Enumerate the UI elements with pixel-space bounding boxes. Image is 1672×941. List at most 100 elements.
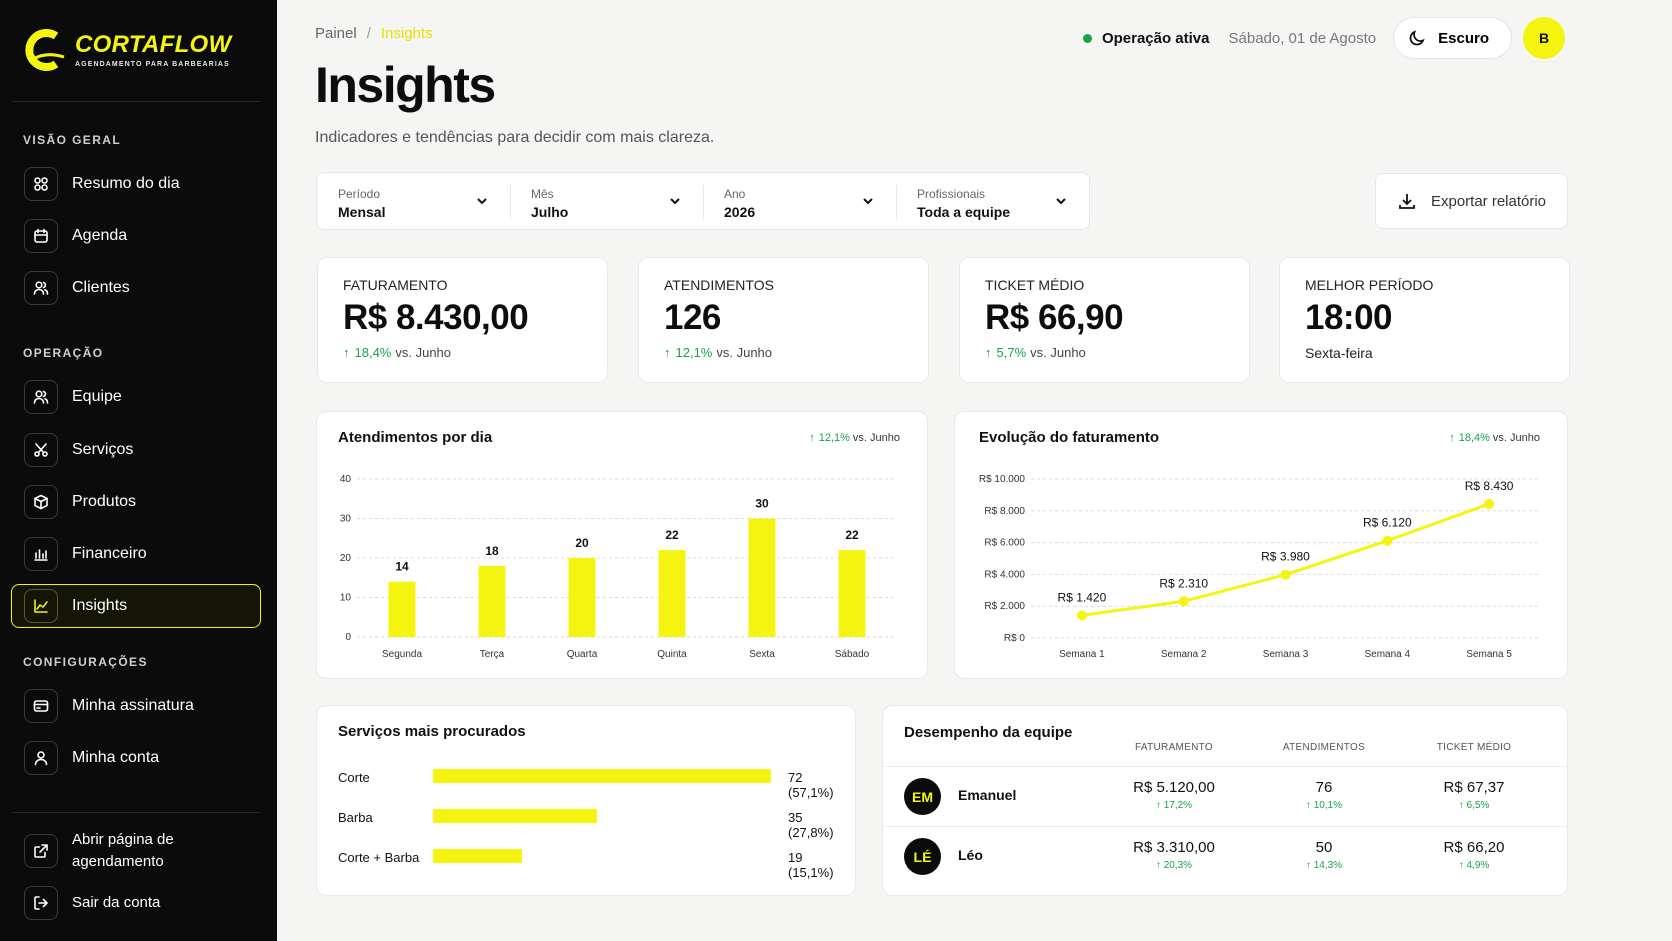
filter-profissionais[interactable]: Profissionais Toda a equipe xyxy=(896,173,1089,229)
sidebar-item-equipe[interactable]: Equipe xyxy=(11,375,261,419)
chevron-down-icon xyxy=(670,198,680,205)
sidebar-item-servicos[interactable]: Serviços xyxy=(11,428,261,472)
x-tick-label: Sexta xyxy=(749,649,775,660)
filter-value: Toda a equipe xyxy=(917,204,1011,220)
status-dot-icon xyxy=(1082,33,1092,43)
breadcrumb-root[interactable]: Painel xyxy=(315,25,357,42)
avatar[interactable]: B xyxy=(1523,17,1565,59)
arrow-up-icon: ↑ xyxy=(664,345,671,360)
brand-tagline: AGENDAMENTO PARA BARBEARIAS xyxy=(75,60,230,68)
kpi-value: 18:00 xyxy=(1305,298,1393,337)
y-tick-label: 0 xyxy=(345,632,351,643)
filter-mes[interactable]: Mês Julho xyxy=(510,173,703,229)
table-row[interactable]: EM Emanuel R$ 5.120,00 ↑ 17,2% 76 ↑ 10,1% … xyxy=(883,766,1570,824)
bar xyxy=(838,550,866,637)
x-tick-label: Quarta xyxy=(567,649,598,660)
x-tick-label: Semana 5 xyxy=(1466,649,1512,660)
team-member-name: Léo xyxy=(958,847,983,863)
team-revenue-delta: ↑ 20,3% xyxy=(1155,860,1193,871)
team-count: 50 xyxy=(1315,839,1333,856)
kpi-sub: Sexta-feira xyxy=(1305,345,1373,361)
y-tick-label: 30 xyxy=(340,514,352,525)
breadcrumb: Painel / Insights xyxy=(315,25,433,42)
team-revenue-delta: ↑ 17,2% xyxy=(1155,800,1193,811)
brand-logo[interactable]: CORTAFLOW AGENDAMENTO PARA BARBEARIAS xyxy=(22,26,231,74)
filter-label: Profissionais xyxy=(917,187,986,201)
operation-status: Operação ativa xyxy=(1101,29,1210,47)
bar xyxy=(658,550,686,637)
team-performance-card: Desempenho da equipe FATURAMENTO ATENDIM… xyxy=(882,705,1570,896)
sidebar-item-conta[interactable]: Minha conta xyxy=(11,736,261,780)
filters-bar: Período Mensal Mês Julho Ano 2026 Profis… xyxy=(316,172,1090,230)
logout-label: Sair da conta xyxy=(72,894,161,911)
avatar: LÉ xyxy=(904,838,941,875)
y-tick-label: R$ 0 xyxy=(1004,633,1026,644)
team-count: 76 xyxy=(1315,779,1333,796)
chart-title: Evolução do faturamento xyxy=(979,429,1160,446)
sidebar-item-financeiro[interactable]: Financeiro xyxy=(11,532,261,576)
sidebar-item-assinatura[interactable]: Minha assinatura xyxy=(11,684,261,728)
chevron-down-icon xyxy=(1056,198,1066,205)
point-value-label: R$ 8.430 xyxy=(1465,479,1514,493)
service-row: Corte 72 (57,1%) xyxy=(338,767,838,800)
team-count-delta: ↑ 14,3% xyxy=(1305,860,1343,871)
team-count-delta: ↑ 10,1% xyxy=(1305,800,1343,811)
bar xyxy=(748,518,776,637)
kpi-value: R$ 66,90 xyxy=(985,298,1124,337)
data-point xyxy=(1484,498,1495,509)
box-icon xyxy=(24,485,58,519)
sidebar-item-label: Serviços xyxy=(72,441,134,458)
kpi-card-melhor-periodo: MELHOR PERÍODO 18:00 Sexta-feira xyxy=(1279,257,1570,383)
sidebar-item-clientes[interactable]: Clientes xyxy=(11,266,261,310)
chart-card-faturamento: Evolução do faturamento ↑ 18,4% vs. Junho … xyxy=(954,411,1568,679)
bar-value-label: 14 xyxy=(395,560,409,574)
cortaflow-logo-icon xyxy=(25,29,65,71)
x-tick-label: Quinta xyxy=(657,649,687,660)
filter-periodo[interactable]: Período Mensal xyxy=(317,173,510,229)
card-icon xyxy=(24,689,58,723)
filter-ano[interactable]: Ano 2026 xyxy=(703,173,896,229)
sidebar-item-label: Financeiro xyxy=(72,545,147,562)
bar xyxy=(478,565,506,637)
chart-delta-pct: 12,1% xyxy=(818,432,850,444)
avatar: EM xyxy=(904,778,941,815)
users-icon xyxy=(24,271,58,305)
service-count: 35 (27,8%) xyxy=(788,810,834,840)
team-column-header: FATURAMENTO xyxy=(1135,742,1213,753)
filter-label: Período xyxy=(338,187,381,201)
team-icon xyxy=(24,380,58,414)
user-icon xyxy=(24,741,58,775)
point-value-label: R$ 1.420 xyxy=(1058,590,1107,604)
bar xyxy=(388,581,416,637)
export-report-button[interactable]: Exportar relatório xyxy=(1375,173,1568,229)
theme-toggle-button[interactable]: Escuro xyxy=(1393,17,1512,59)
sidebar-item-label: Minha assinatura xyxy=(72,697,194,714)
service-row: Barba 35 (27,8%) xyxy=(338,807,838,840)
kpi-delta: ↑ 5,7% vs. Junho xyxy=(985,345,1224,360)
scissors-icon xyxy=(24,433,58,467)
bar-chart: 0 10 20 30 40 14 Segunda 18 Terça 20 Quarta 22 Quint… xyxy=(340,474,897,660)
sidebar-item-resumo[interactable]: Resumo do dia xyxy=(11,162,261,206)
chevron-down-icon xyxy=(477,198,487,205)
kpi-card-atendimentos: ATENDIMENTOS 126 ↑ 12,1% vs. Junho xyxy=(638,257,929,383)
open-booking-page-link[interactable]: Abrir página de agendamento xyxy=(11,828,261,874)
team-member-name: Emanuel xyxy=(958,787,1017,803)
table-row[interactable]: LÉ Léo R$ 3.310,00 ↑ 20,3% 50 ↑ 14,3% R$ 6… xyxy=(883,826,1570,884)
x-tick-label: Semana 1 xyxy=(1059,649,1105,660)
open-booking-label-line2: agendamento xyxy=(72,853,164,870)
service-bar xyxy=(433,769,771,783)
team-ticket: R$ 66,20 xyxy=(1443,839,1505,856)
calendar-icon xyxy=(24,219,58,253)
kpi-card-ticket-medio: TICKET MÉDIO R$ 66,90 ↑ 5,7% vs. Junho xyxy=(959,257,1250,383)
sidebar-item-agenda[interactable]: Agenda xyxy=(11,214,261,258)
logout-button[interactable]: Sair da conta xyxy=(11,881,261,925)
team-revenue: R$ 3.310,00 xyxy=(1133,839,1215,856)
sidebar-item-insights[interactable]: Insights xyxy=(11,584,261,628)
bar-value-label: 18 xyxy=(485,544,499,558)
filter-value: Julho xyxy=(531,204,569,220)
x-tick-label: Semana 2 xyxy=(1161,649,1207,660)
filter-label: Mês xyxy=(531,187,554,201)
sidebar-item-produtos[interactable]: Produtos xyxy=(11,480,261,524)
kpi-delta-pct: 5,7% xyxy=(996,345,1027,360)
service-bar xyxy=(433,809,598,823)
